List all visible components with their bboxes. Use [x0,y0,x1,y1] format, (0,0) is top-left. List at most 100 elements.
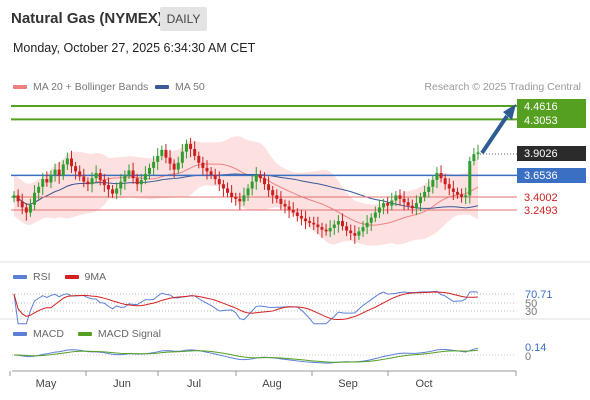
candle [320,222,324,238]
x-axis-label-oct: Oct [415,378,432,390]
candlestick-layer [12,137,480,244]
candle [37,182,41,200]
macd-legend-label: MACD [33,328,64,340]
instrument-title: Natural Gas (NYMEX) [11,10,163,27]
x-axis-label-sep: Sep [338,378,358,390]
rsi-legend: RSI 9MA [13,271,106,283]
candle [65,152,69,171]
candle [271,185,275,204]
candle [160,145,164,161]
timeframe-badge[interactable]: DAILY [160,7,207,31]
candle [135,173,139,192]
candle [90,172,94,193]
x-axis-label-jun: Jun [113,378,131,390]
bollinger-band-area [14,136,478,246]
candle [28,198,32,217]
candle [119,173,123,196]
macd-value-label: 0.14 [525,342,546,354]
candle [131,162,135,184]
support-1-value: 3.4002 [524,192,558,204]
candle [402,191,406,211]
candle [41,173,45,195]
candle [61,160,65,180]
candle [427,179,431,198]
candle [431,175,435,194]
candle [24,203,28,221]
pivot-tag: 3.6536 [517,168,586,183]
x-axis-label-aug: Aug [262,378,282,390]
candle [451,180,455,201]
candle [213,168,217,185]
macd-pane: 0.14 0 [12,342,546,364]
candle [152,155,156,175]
candle [57,161,61,184]
candle [328,220,332,237]
projection-arrow-head [503,104,516,120]
candle [221,179,225,197]
candle [299,209,303,226]
candle [464,187,468,204]
candle [349,224,353,240]
candle [197,151,201,169]
bollinger-legend-label: MA 20 + Bollinger Bands [33,81,149,93]
candle [406,197,410,210]
rsi-30-label: 30 [525,306,537,318]
candle [447,178,451,196]
candle [242,187,246,206]
candle [283,199,287,214]
candle [435,167,439,189]
resistance-2-tag: 4.4616 [517,99,586,113]
macd-legend: MACD MACD Signal [13,328,161,340]
rsi-line [13,290,479,325]
resistance-1-value: 4.3053 [524,115,558,127]
pivot-value: 3.6536 [524,170,558,182]
candle [291,202,295,217]
candle [20,193,24,215]
rsi-value-label: 70.71 [525,289,553,301]
candle [275,189,279,204]
candle [172,159,176,178]
candle [295,208,299,222]
candle [250,175,254,196]
candle [324,223,328,236]
x-axis-label-jul: Jul [187,378,201,390]
candle [468,156,472,204]
candle [460,188,464,203]
candle [394,191,398,207]
last-price-tag: 3.9026 [517,146,586,161]
bollinger-band-layer [14,136,478,246]
candle [115,182,119,200]
candle [156,148,160,171]
candle [201,156,205,175]
candle [340,213,344,231]
candle [423,185,427,202]
candle [176,156,180,174]
candle [82,168,86,188]
candle [386,197,390,214]
candle [390,192,394,210]
candle [262,172,266,190]
candle [361,221,365,237]
candle [94,165,98,183]
candle [365,215,369,234]
candle [472,148,476,166]
projection-arrow [480,104,516,155]
candle [246,184,250,201]
rsi-50-label: 50 [525,298,537,310]
rsi-pane: 70.71 50 30 [12,289,553,325]
candle [74,161,78,180]
candle [267,176,271,198]
macd-signal-line [13,349,479,363]
candle [16,189,20,207]
candle [336,215,340,233]
projection-arrow-shaft [480,114,509,155]
candle [304,210,308,230]
candle [69,150,73,174]
candle [12,191,16,203]
x-axis: May Jun Jul Aug Sep Oct [9,370,517,390]
resistance-1-tag: 4.3053 [517,113,586,128]
candle [234,192,238,206]
candle [78,165,82,181]
candle [373,206,377,222]
